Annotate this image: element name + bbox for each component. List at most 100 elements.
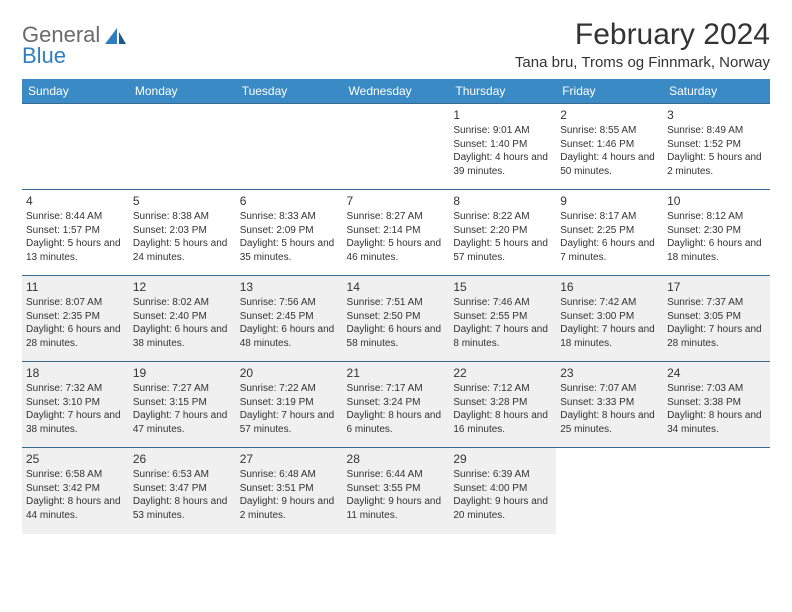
daylight-text: Daylight: 8 hours and 34 minutes. — [667, 409, 766, 436]
calendar-row: 11Sunrise: 8:07 AMSunset: 2:35 PMDayligh… — [22, 276, 770, 362]
day-number: 6 — [240, 193, 339, 209]
calendar-row: 4Sunrise: 8:44 AMSunset: 1:57 PMDaylight… — [22, 190, 770, 276]
sunset-text: Sunset: 3:33 PM — [560, 396, 659, 410]
calendar-cell: 23Sunrise: 7:07 AMSunset: 3:33 PMDayligh… — [556, 362, 663, 448]
sunset-text: Sunset: 3:05 PM — [667, 310, 766, 324]
sunrise-text: Sunrise: 6:53 AM — [133, 468, 232, 482]
calendar-cell: 7Sunrise: 8:27 AMSunset: 2:14 PMDaylight… — [343, 190, 450, 276]
calendar-cell: 29Sunrise: 6:39 AMSunset: 4:00 PMDayligh… — [449, 448, 556, 534]
calendar-cell: 3Sunrise: 8:49 AMSunset: 1:52 PMDaylight… — [663, 104, 770, 190]
day-header: Tuesday — [236, 79, 343, 104]
sunrise-text: Sunrise: 6:58 AM — [26, 468, 125, 482]
daylight-text: Daylight: 9 hours and 2 minutes. — [240, 495, 339, 522]
sunrise-text: Sunrise: 7:12 AM — [453, 382, 552, 396]
sunrise-text: Sunrise: 9:01 AM — [453, 124, 552, 138]
sunrise-text: Sunrise: 8:49 AM — [667, 124, 766, 138]
calendar-cell: 18Sunrise: 7:32 AMSunset: 3:10 PMDayligh… — [22, 362, 129, 448]
calendar-cell: 26Sunrise: 6:53 AMSunset: 3:47 PMDayligh… — [129, 448, 236, 534]
day-number: 11 — [26, 279, 125, 295]
sunset-text: Sunset: 2:35 PM — [26, 310, 125, 324]
sunset-text: Sunset: 3:38 PM — [667, 396, 766, 410]
sunset-text: Sunset: 4:00 PM — [453, 482, 552, 496]
calendar-cell: 24Sunrise: 7:03 AMSunset: 3:38 PMDayligh… — [663, 362, 770, 448]
calendar-cell: 10Sunrise: 8:12 AMSunset: 2:30 PMDayligh… — [663, 190, 770, 276]
daylight-text: Daylight: 4 hours and 39 minutes. — [453, 151, 552, 178]
daylight-text: Daylight: 5 hours and 46 minutes. — [347, 237, 446, 264]
sunset-text: Sunset: 2:45 PM — [240, 310, 339, 324]
calendar-cell — [556, 448, 663, 534]
day-number: 26 — [133, 451, 232, 467]
sunset-text: Sunset: 3:10 PM — [26, 396, 125, 410]
day-header: Saturday — [663, 79, 770, 104]
sunrise-text: Sunrise: 7:17 AM — [347, 382, 446, 396]
calendar-cell — [236, 104, 343, 190]
calendar-cell: 4Sunrise: 8:44 AMSunset: 1:57 PMDaylight… — [22, 190, 129, 276]
header: General Blue February 2024 Tana bru, Tro… — [22, 18, 770, 71]
day-number: 3 — [667, 107, 766, 123]
sunset-text: Sunset: 3:47 PM — [133, 482, 232, 496]
daylight-text: Daylight: 8 hours and 53 minutes. — [133, 495, 232, 522]
calendar-cell: 8Sunrise: 8:22 AMSunset: 2:20 PMDaylight… — [449, 190, 556, 276]
sunset-text: Sunset: 2:25 PM — [560, 224, 659, 238]
calendar-cell: 16Sunrise: 7:42 AMSunset: 3:00 PMDayligh… — [556, 276, 663, 362]
calendar-cell: 1Sunrise: 9:01 AMSunset: 1:40 PMDaylight… — [449, 104, 556, 190]
calendar-cell — [343, 104, 450, 190]
daylight-text: Daylight: 9 hours and 11 minutes. — [347, 495, 446, 522]
title-block: February 2024 Tana bru, Troms og Finnmar… — [515, 18, 770, 71]
calendar-cell: 19Sunrise: 7:27 AMSunset: 3:15 PMDayligh… — [129, 362, 236, 448]
calendar-cell — [129, 104, 236, 190]
calendar-page: General Blue February 2024 Tana bru, Tro… — [0, 0, 792, 552]
sunrise-text: Sunrise: 7:03 AM — [667, 382, 766, 396]
sunset-text: Sunset: 3:51 PM — [240, 482, 339, 496]
calendar-cell: 17Sunrise: 7:37 AMSunset: 3:05 PMDayligh… — [663, 276, 770, 362]
daylight-text: Daylight: 4 hours and 50 minutes. — [560, 151, 659, 178]
sunset-text: Sunset: 2:20 PM — [453, 224, 552, 238]
day-number: 8 — [453, 193, 552, 209]
day-number: 12 — [133, 279, 232, 295]
sunset-text: Sunset: 2:03 PM — [133, 224, 232, 238]
daylight-text: Daylight: 8 hours and 6 minutes. — [347, 409, 446, 436]
calendar-cell: 5Sunrise: 8:38 AMSunset: 2:03 PMDaylight… — [129, 190, 236, 276]
calendar-cell: 28Sunrise: 6:44 AMSunset: 3:55 PMDayligh… — [343, 448, 450, 534]
sunset-text: Sunset: 3:00 PM — [560, 310, 659, 324]
sunset-text: Sunset: 2:40 PM — [133, 310, 232, 324]
daylight-text: Daylight: 7 hours and 28 minutes. — [667, 323, 766, 350]
day-number: 24 — [667, 365, 766, 381]
daylight-text: Daylight: 5 hours and 13 minutes. — [26, 237, 125, 264]
calendar-row: 18Sunrise: 7:32 AMSunset: 3:10 PMDayligh… — [22, 362, 770, 448]
calendar-cell: 6Sunrise: 8:33 AMSunset: 2:09 PMDaylight… — [236, 190, 343, 276]
day-number: 16 — [560, 279, 659, 295]
sunrise-text: Sunrise: 7:22 AM — [240, 382, 339, 396]
calendar-cell: 21Sunrise: 7:17 AMSunset: 3:24 PMDayligh… — [343, 362, 450, 448]
sunrise-text: Sunrise: 8:22 AM — [453, 210, 552, 224]
daylight-text: Daylight: 6 hours and 7 minutes. — [560, 237, 659, 264]
day-number: 10 — [667, 193, 766, 209]
daylight-text: Daylight: 5 hours and 2 minutes. — [667, 151, 766, 178]
sunrise-text: Sunrise: 8:12 AM — [667, 210, 766, 224]
day-number: 25 — [26, 451, 125, 467]
daylight-text: Daylight: 7 hours and 8 minutes. — [453, 323, 552, 350]
calendar-body: 1Sunrise: 9:01 AMSunset: 1:40 PMDaylight… — [22, 104, 770, 534]
sunset-text: Sunset: 2:30 PM — [667, 224, 766, 238]
calendar-cell: 14Sunrise: 7:51 AMSunset: 2:50 PMDayligh… — [343, 276, 450, 362]
day-header-row: Sunday Monday Tuesday Wednesday Thursday… — [22, 79, 770, 104]
daylight-text: Daylight: 7 hours and 47 minutes. — [133, 409, 232, 436]
sunrise-text: Sunrise: 7:51 AM — [347, 296, 446, 310]
daylight-text: Daylight: 6 hours and 38 minutes. — [133, 323, 232, 350]
day-number: 9 — [560, 193, 659, 209]
sunrise-text: Sunrise: 6:44 AM — [347, 468, 446, 482]
sunrise-text: Sunrise: 8:44 AM — [26, 210, 125, 224]
logo: General Blue — [22, 18, 128, 67]
sunrise-text: Sunrise: 8:07 AM — [26, 296, 125, 310]
day-number: 27 — [240, 451, 339, 467]
day-number: 20 — [240, 365, 339, 381]
calendar-cell: 12Sunrise: 8:02 AMSunset: 2:40 PMDayligh… — [129, 276, 236, 362]
day-number: 28 — [347, 451, 446, 467]
daylight-text: Daylight: 5 hours and 57 minutes. — [453, 237, 552, 264]
sunset-text: Sunset: 3:55 PM — [347, 482, 446, 496]
daylight-text: Daylight: 6 hours and 28 minutes. — [26, 323, 125, 350]
sunset-text: Sunset: 2:50 PM — [347, 310, 446, 324]
day-header: Sunday — [22, 79, 129, 104]
daylight-text: Daylight: 6 hours and 58 minutes. — [347, 323, 446, 350]
daylight-text: Daylight: 8 hours and 16 minutes. — [453, 409, 552, 436]
